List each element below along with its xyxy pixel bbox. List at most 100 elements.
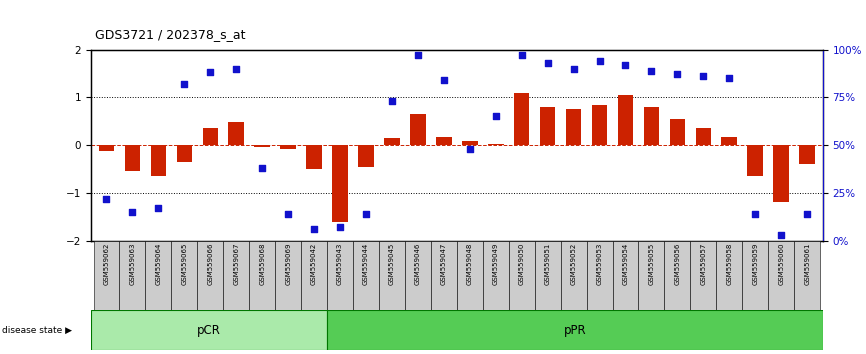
Text: GSM559047: GSM559047: [441, 243, 447, 285]
Bar: [514, 92, 529, 145]
Point: [178, 81, 191, 87]
Point: [100, 196, 113, 201]
Bar: [120, 241, 145, 310]
Point: [333, 224, 347, 230]
Point: [774, 232, 788, 238]
Bar: [721, 137, 737, 145]
Bar: [560, 241, 586, 310]
Point: [514, 52, 528, 58]
Text: GSM559065: GSM559065: [181, 243, 187, 285]
Text: disease state ▶: disease state ▶: [2, 326, 72, 335]
Bar: [591, 104, 607, 145]
Bar: [799, 145, 815, 164]
Bar: [385, 138, 400, 145]
Bar: [197, 241, 223, 310]
Text: GSM559042: GSM559042: [311, 243, 317, 285]
Bar: [488, 144, 503, 145]
Text: GSM559062: GSM559062: [104, 243, 109, 285]
Bar: [716, 241, 742, 310]
Bar: [565, 109, 581, 145]
Point: [540, 60, 554, 66]
Point: [800, 211, 814, 217]
Text: GDS3721 / 202378_s_at: GDS3721 / 202378_s_at: [95, 28, 246, 41]
Bar: [353, 241, 379, 310]
Bar: [333, 145, 348, 222]
Bar: [203, 129, 218, 145]
Bar: [405, 241, 431, 310]
Point: [644, 68, 658, 73]
Bar: [695, 129, 711, 145]
Point: [307, 227, 321, 232]
Bar: [99, 145, 114, 151]
Bar: [177, 145, 192, 162]
Bar: [301, 241, 327, 310]
Text: GSM559049: GSM559049: [493, 243, 499, 285]
Bar: [359, 145, 374, 167]
Point: [437, 77, 451, 83]
Bar: [747, 145, 763, 176]
Bar: [508, 241, 534, 310]
Point: [592, 58, 606, 64]
Text: GSM559068: GSM559068: [259, 243, 265, 285]
Point: [152, 205, 165, 211]
Point: [696, 74, 710, 79]
Bar: [91, 310, 327, 350]
Text: GSM559048: GSM559048: [467, 243, 473, 285]
Text: GSM559069: GSM559069: [285, 243, 291, 285]
Bar: [223, 241, 249, 310]
Bar: [255, 145, 270, 147]
Bar: [275, 241, 301, 310]
Text: GSM559051: GSM559051: [545, 243, 551, 285]
Bar: [612, 241, 638, 310]
Point: [618, 62, 632, 68]
Bar: [638, 241, 664, 310]
Text: GSM559064: GSM559064: [155, 243, 161, 285]
Point: [204, 70, 217, 75]
Bar: [327, 310, 823, 350]
Text: GSM559052: GSM559052: [571, 243, 577, 285]
Bar: [534, 241, 560, 310]
Text: GSM559061: GSM559061: [805, 243, 810, 285]
Bar: [482, 241, 508, 310]
Text: GSM559060: GSM559060: [779, 243, 785, 285]
Bar: [151, 145, 166, 176]
Text: GSM559066: GSM559066: [207, 243, 213, 285]
Bar: [643, 107, 659, 145]
Bar: [690, 241, 716, 310]
Bar: [742, 241, 768, 310]
Text: GSM559056: GSM559056: [675, 243, 681, 285]
Bar: [431, 241, 457, 310]
Text: GSM559043: GSM559043: [337, 243, 343, 285]
Text: GSM559053: GSM559053: [597, 243, 603, 285]
Text: GSM559050: GSM559050: [519, 243, 525, 285]
Bar: [327, 241, 353, 310]
Text: GSM559057: GSM559057: [701, 243, 707, 285]
Point: [229, 66, 243, 72]
Bar: [768, 241, 794, 310]
Text: GSM559058: GSM559058: [727, 243, 733, 285]
Text: GSM559044: GSM559044: [363, 243, 369, 285]
Bar: [410, 114, 426, 145]
Bar: [145, 241, 171, 310]
Bar: [669, 119, 685, 145]
Point: [670, 72, 684, 77]
Point: [359, 211, 373, 217]
Point: [385, 98, 399, 104]
Bar: [540, 107, 555, 145]
Point: [411, 52, 425, 58]
Bar: [794, 241, 820, 310]
Bar: [307, 145, 322, 169]
Bar: [171, 241, 197, 310]
Text: pPR: pPR: [564, 324, 586, 337]
Bar: [436, 137, 452, 145]
Bar: [664, 241, 690, 310]
Point: [722, 75, 736, 81]
Bar: [617, 95, 633, 145]
Bar: [457, 241, 482, 310]
Text: GSM559054: GSM559054: [623, 243, 629, 285]
Bar: [281, 145, 296, 149]
Point: [748, 211, 762, 217]
Text: GSM559046: GSM559046: [415, 243, 421, 285]
Bar: [773, 145, 789, 202]
Bar: [462, 141, 477, 145]
